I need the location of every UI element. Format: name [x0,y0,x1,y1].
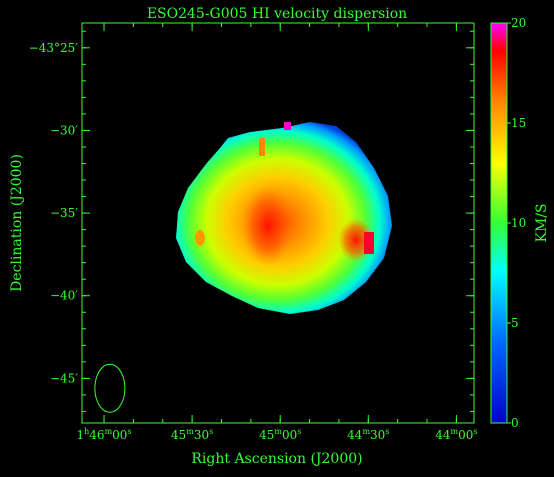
x-tick-label: 45m00s [259,427,301,442]
colorbar-tick-label: 5 [511,316,519,330]
colorbar [491,23,507,423]
north-peak [284,122,291,130]
west-knot [195,230,205,246]
y-tick-label: −40′ [50,289,78,303]
y-tick-label: −30′ [50,123,78,137]
north-knot [259,138,265,156]
y-axis-label: Declination (J2000) [9,154,25,292]
east-peak [364,232,374,254]
plot-frame [81,22,475,424]
x-ticks: 1h46m00s 45m30s 45m00s 44m30s 44m00s [76,23,478,442]
dispersion-map [176,122,392,314]
y-tick-label: −35′ [50,206,78,220]
colorbar-tick-label: 15 [511,116,526,130]
beam-ellipse [94,363,126,413]
y-tick-label: −43°25′ [29,41,79,55]
x-tick-label: 44m00s [435,427,477,442]
y-tick-label: −45′ [50,371,78,385]
central-high-dispersion [242,186,294,266]
colorbar-tick-label: 20 [511,16,526,30]
y-ticks: −43°25′ −30′ −35′ −40′ −45′ [29,30,474,412]
x-axis-label: Right Ascension (J2000) [191,451,362,467]
x-tick-label: 45m30s [171,427,213,442]
colorbar-ticks: 0 5 10 15 20 [507,16,526,430]
x-tick-label: 44m30s [347,427,389,442]
colorbar-label: KM/S [534,203,550,242]
chart-title: ESO245-G005 HI velocity dispersion [147,6,407,22]
colorbar-tick-label: 0 [511,416,519,430]
colorbar-tick-label: 10 [511,216,526,230]
x-tick-label: 1h46m00s [76,427,131,442]
